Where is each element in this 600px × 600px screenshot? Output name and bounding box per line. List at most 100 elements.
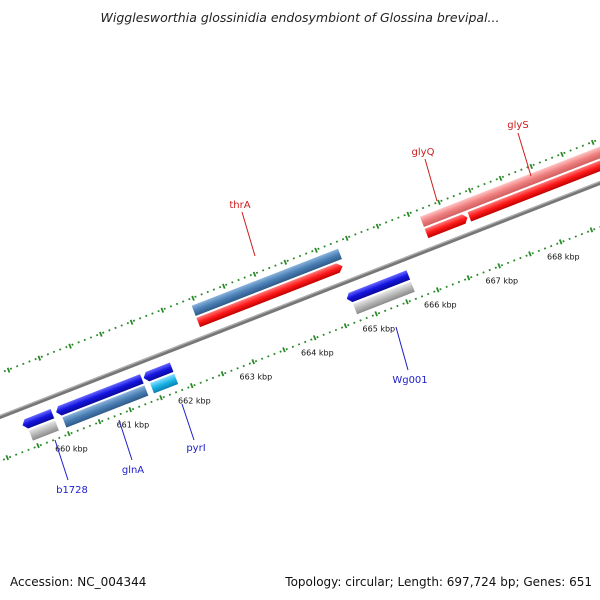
- ruler-dot: [519, 256, 522, 260]
- ruler-dot: [125, 410, 129, 413]
- ruler-tick: [560, 151, 564, 158]
- glyQ-cds[interactable]: [424, 213, 470, 239]
- gene-label-pyrI[interactable]: pyrI: [186, 443, 205, 454]
- ruler-tick: [5, 454, 10, 461]
- glyS-cds[interactable]: [467, 149, 600, 222]
- ruler-dot: [102, 331, 105, 334]
- gene-label-thrA[interactable]: thrA: [229, 200, 250, 211]
- ruler-dot: [101, 419, 104, 423]
- scale-label: 668 kbp: [547, 253, 580, 262]
- ruler-dot: [525, 254, 528, 257]
- ruler-dot: [550, 156, 554, 159]
- ruler-dot: [151, 312, 154, 315]
- ruler-dot: [242, 364, 245, 368]
- ruler-dot: [390, 307, 393, 310]
- ruler-dot: [298, 254, 302, 258]
- glnA-gene-feature[interactable]: [62, 385, 149, 428]
- ruler-dot: [439, 288, 442, 291]
- ruler-dot: [248, 362, 252, 365]
- ruler-tick: [497, 263, 501, 269]
- ruler-tick: [283, 259, 288, 265]
- genome-backbone: [0, 167, 600, 433]
- ruler-dot: [317, 247, 320, 250]
- ruler-dot: [427, 292, 430, 296]
- ruler-dot: [348, 235, 351, 238]
- ruler-dot: [483, 182, 486, 186]
- ruler-dot: [383, 309, 387, 312]
- ruler-dot: [445, 285, 448, 289]
- ruler-tick: [589, 227, 594, 233]
- gene-label-glyS[interactable]: glyS: [507, 120, 528, 131]
- ruler-dot: [286, 259, 289, 262]
- wg001-cds[interactable]: [345, 270, 411, 303]
- ruler-dot: [46, 353, 50, 356]
- ruler-tick: [191, 295, 195, 301]
- pyrI-cds[interactable]: [142, 362, 174, 383]
- ruler-dot: [51, 439, 55, 442]
- ruler-dot: [150, 400, 153, 404]
- ruler-dot: [574, 235, 577, 238]
- ruler-dot: [254, 359, 258, 363]
- glyQ-glyS-gene-feature[interactable]: [419, 137, 600, 227]
- glnA-cds[interactable]: [54, 374, 144, 417]
- ruler-dot: [255, 271, 259, 274]
- ruler-dot: [292, 257, 296, 260]
- ruler-dot: [113, 415, 116, 418]
- ruler-dot: [451, 283, 454, 286]
- glyQ-leader: [424, 158, 438, 202]
- ruler-dot: [458, 192, 462, 195]
- ruler-dot: [464, 190, 468, 193]
- ruler-dot: [28, 360, 31, 363]
- gene-label-glnA[interactable]: glnA: [122, 465, 144, 476]
- scale-label: 663 kbp: [240, 372, 273, 381]
- ruler-dot: [513, 259, 516, 262]
- ruler-dot: [200, 293, 203, 296]
- b1728-gene-feature[interactable]: [28, 420, 59, 441]
- ruler-dot: [556, 242, 559, 245]
- ruler-dot: [76, 429, 79, 432]
- ruler-dot: [274, 264, 277, 267]
- ruler-dot: [470, 276, 473, 279]
- ruler-dot: [205, 379, 208, 382]
- thrA-cds[interactable]: [196, 262, 344, 328]
- ruler-dot: [59, 348, 62, 351]
- ruler-dot: [39, 443, 42, 447]
- ruler-dot: [396, 304, 399, 308]
- ruler-dot: [371, 314, 375, 317]
- ruler-dot: [138, 405, 141, 408]
- ruler-dot: [131, 407, 135, 411]
- ruler-dot: [9, 367, 13, 370]
- ruler-dot: [476, 273, 479, 277]
- pyrI-gene-feature[interactable]: [149, 373, 179, 394]
- ruler-dot: [236, 367, 239, 370]
- ruler-dot: [311, 250, 314, 253]
- ruler-dot: [3, 369, 7, 373]
- ruler-dot: [594, 139, 597, 143]
- gene-label-b1728[interactable]: b1728: [56, 485, 88, 496]
- ruler-tick: [6, 367, 11, 373]
- ruler-dot: [463, 278, 467, 281]
- ruler-dot: [279, 350, 282, 353]
- ruler-dot: [543, 247, 547, 250]
- ruler-dot: [408, 300, 411, 303]
- thrA-gene-feature[interactable]: [191, 248, 342, 316]
- genome-backbone-highlight: [0, 167, 600, 431]
- ruler-dot: [224, 371, 227, 375]
- ruler-dot: [77, 341, 80, 344]
- ruler-dot: [144, 403, 147, 406]
- gene-label-glyQ[interactable]: glyQ: [412, 147, 435, 158]
- scale-label: 664 kbp: [301, 348, 334, 357]
- ruler-dot: [402, 302, 405, 305]
- ruler-tick: [406, 211, 411, 217]
- glyS-leader: [517, 132, 532, 177]
- ruler-dot: [70, 431, 73, 435]
- wg001-gene-feature[interactable]: [353, 281, 415, 315]
- gene-label-wg001[interactable]: Wg001: [392, 375, 427, 386]
- b1728-cds[interactable]: [21, 409, 55, 430]
- ruler-dot: [544, 158, 548, 162]
- ruler-dot: [557, 154, 560, 157]
- map-title: Wigglesworthia glossinidia endosymbiont …: [100, 10, 500, 25]
- ruler-tick: [375, 223, 380, 229]
- ruler-dot: [384, 221, 388, 224]
